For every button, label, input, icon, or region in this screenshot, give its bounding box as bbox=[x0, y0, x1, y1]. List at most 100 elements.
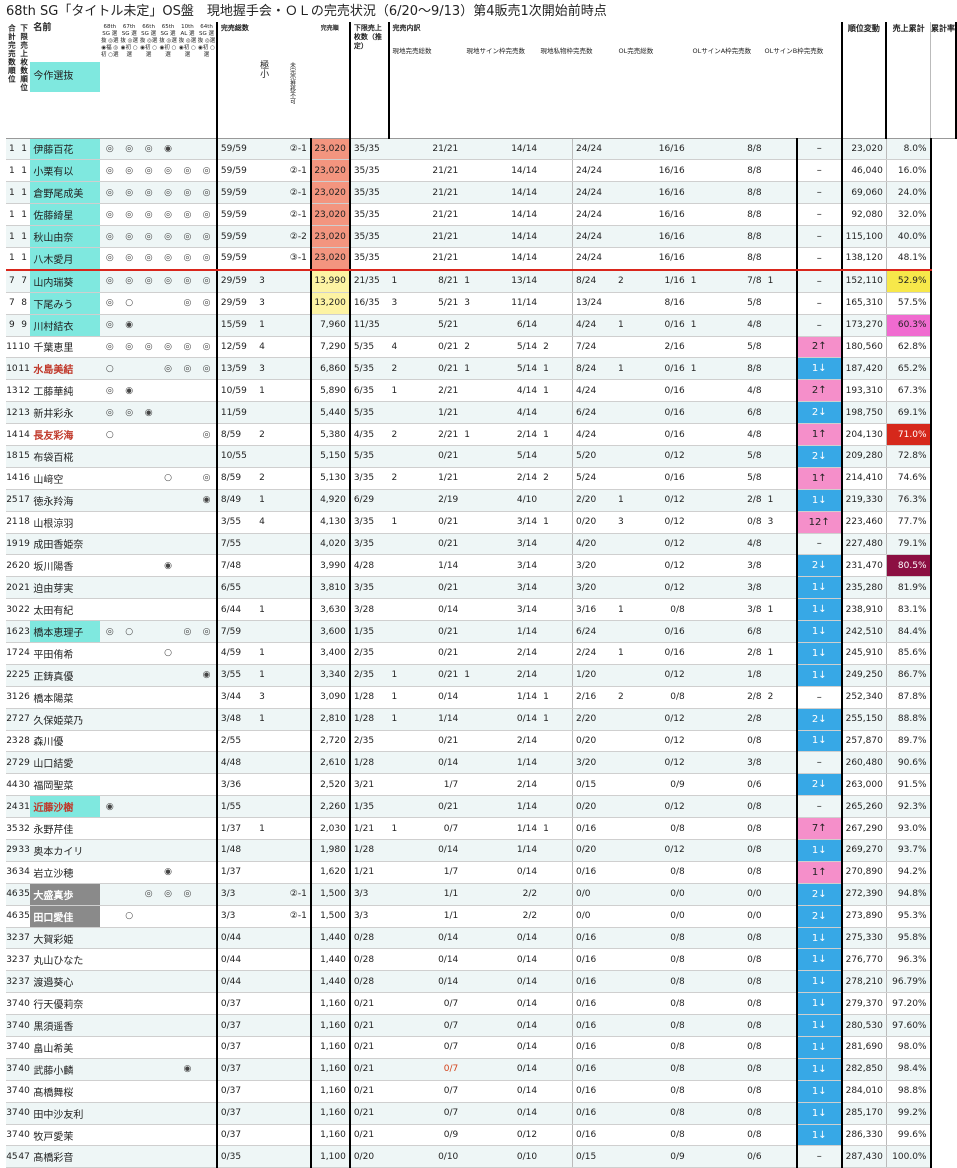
ol-total-kyoku bbox=[614, 138, 648, 161]
member-name: 佐藤綺星 bbox=[30, 203, 101, 227]
local-private-kyoku bbox=[540, 1080, 573, 1103]
rank-limit: 31 bbox=[17, 795, 31, 819]
local-private: 0/14 bbox=[495, 1058, 541, 1081]
mark-sg68: ◎ bbox=[100, 269, 120, 293]
ol-sign-b-kyoku bbox=[764, 708, 797, 731]
rank-change: – bbox=[795, 533, 842, 556]
local-private-kyoku bbox=[540, 576, 573, 600]
mark-al10: ◎ bbox=[177, 159, 198, 183]
ol-sign-a: 0/12 bbox=[647, 489, 688, 512]
mark-sg64 bbox=[197, 1145, 217, 1168]
mark-sg68 bbox=[100, 708, 120, 731]
mark-sg65: ◎ bbox=[158, 336, 178, 359]
rank-total: 32 bbox=[6, 970, 18, 994]
ol-sign-b: 0/0 bbox=[720, 883, 765, 906]
mark-sg68: ◎ bbox=[100, 379, 120, 403]
ol-total: 0/16 bbox=[571, 1080, 615, 1103]
local-private-kyoku bbox=[540, 292, 573, 315]
cum-sales: 280,530 bbox=[840, 1014, 887, 1038]
local-sign-kyoku: 1 bbox=[461, 423, 496, 446]
rank-change: – bbox=[795, 686, 842, 709]
ol-total-kyoku bbox=[614, 401, 648, 425]
rank-total: 37 bbox=[6, 1036, 18, 1059]
ol-sign-b: 4/8 bbox=[720, 379, 765, 403]
ol-total-kyoku bbox=[614, 554, 648, 578]
rank-change: 1↓ bbox=[795, 1036, 842, 1059]
ol-sign-b-kyoku: 3 bbox=[764, 511, 797, 534]
mark-sg66 bbox=[138, 970, 159, 994]
ol-sign-b: 0/8 bbox=[720, 1102, 765, 1125]
rank-change: 2↑ bbox=[795, 336, 842, 359]
cum-rate: 65.2% bbox=[885, 357, 932, 381]
rank-change: 1↓ bbox=[795, 927, 842, 950]
sold-pace bbox=[273, 1102, 311, 1125]
table-row: 37 40 牧戸愛茉 0/37 1,160 0/21 0/9 0/12 0/16 0/8 0/8 1↓… bbox=[6, 1124, 956, 1147]
mark-sg65: ◎ bbox=[158, 225, 178, 248]
rank-total: 7 bbox=[6, 292, 18, 315]
mark-al10 bbox=[177, 817, 198, 840]
sold-total: 0/44 bbox=[215, 948, 257, 972]
rank-change: 1↓ bbox=[795, 642, 842, 665]
local-private-kyoku: 2 bbox=[540, 467, 573, 490]
mark-sg67: ◎ bbox=[119, 225, 139, 248]
rank-limit: 11 bbox=[17, 357, 31, 381]
mark-sg65 bbox=[158, 839, 178, 862]
member-name: 永野芹佳 bbox=[30, 817, 101, 840]
member-name: 平田侑希 bbox=[30, 642, 101, 665]
cum-sales: 92,080 bbox=[840, 203, 887, 227]
ol-sign-a-kyoku bbox=[687, 225, 721, 248]
mark-sg64 bbox=[197, 598, 217, 622]
local-total-kyoku bbox=[388, 314, 421, 337]
kyoku-count bbox=[256, 225, 274, 248]
member-name: 山﨑空 bbox=[30, 467, 101, 490]
local-private-kyoku bbox=[540, 839, 573, 862]
ol-total-kyoku bbox=[614, 1102, 648, 1125]
ol-total: 24/24 bbox=[571, 138, 615, 161]
mark-sg65: ◎ bbox=[158, 203, 178, 227]
local-total: 0/21 bbox=[349, 992, 389, 1016]
rank-change: 1↓ bbox=[795, 357, 842, 381]
local-sign-kyoku bbox=[461, 181, 496, 205]
local-sign-kyoku bbox=[461, 1124, 496, 1147]
kyoku-count: 4 bbox=[256, 511, 274, 534]
local-private: 0/14 bbox=[495, 1036, 541, 1059]
table-row: 14 14 長友彩海 ○ ◎ 8/59 2 5,380 4/35 2 2/21 1 2/14 1 4/24 0… bbox=[6, 423, 956, 446]
local-total: 3/28 bbox=[349, 598, 389, 622]
local-sign-kyoku bbox=[461, 159, 496, 183]
local-private: 2/14 bbox=[495, 730, 541, 753]
local-sign: 2/19 bbox=[420, 489, 462, 512]
rank-total: 1 bbox=[6, 203, 18, 227]
member-name: 森川優 bbox=[30, 730, 101, 753]
header-local-private: 現地私物枠完売数 bbox=[540, 47, 593, 55]
local-total-kyoku bbox=[388, 861, 421, 884]
sold-total: 0/37 bbox=[215, 1058, 257, 1081]
mark-sg64: ◉ bbox=[197, 664, 217, 687]
local-sign: 1/7 bbox=[420, 773, 462, 797]
cum-rate: 72.8% bbox=[885, 445, 932, 468]
ol-sign-b-kyoku bbox=[764, 795, 797, 819]
member-name: 大盛真歩 bbox=[30, 883, 101, 906]
cum-rate: 67.3% bbox=[885, 379, 932, 403]
table-row: 27 27 久保姫菜乃 3/48 1 2,810 1/28 1 1/14 0/14 1 2/20 0/1… bbox=[6, 708, 956, 731]
ol-sign-a: 0/8 bbox=[647, 598, 688, 622]
ol-sign-a: 0/12 bbox=[647, 708, 688, 731]
rank-limit: 19 bbox=[17, 533, 31, 556]
ol-sign-a-kyoku bbox=[687, 467, 721, 490]
table-row: 7 8 下尾みう ◎ ○ ◎ ◎ 29/59 3 13,200 16/35 3 5/21 3 11/14 13… bbox=[6, 292, 956, 315]
member-name: 布袋百椛 bbox=[30, 445, 101, 468]
limit-sales: 1,160 bbox=[309, 1080, 351, 1103]
mark-sg66 bbox=[138, 839, 159, 862]
table-row: 1 1 秋山由奈 ◎ ◎ ◎ ◎ ◎ ◎ 59/59 ②-2 23,020 35/35 21/21 14/1… bbox=[6, 225, 956, 248]
local-sign: 0/21 bbox=[420, 511, 462, 534]
rank-limit: 40 bbox=[17, 1014, 31, 1038]
local-private: 5/14 bbox=[495, 445, 541, 468]
local-sign: 2/21 bbox=[420, 379, 462, 403]
local-total-kyoku: 1 bbox=[388, 664, 421, 687]
sold-total: 7/55 bbox=[215, 533, 257, 556]
member-name: 千葉恵里 bbox=[30, 336, 101, 359]
ol-sign-a: 16/16 bbox=[647, 138, 688, 161]
ol-total: 3/16 bbox=[571, 598, 615, 622]
local-private: 2/2 bbox=[495, 905, 541, 928]
sold-pace bbox=[273, 620, 311, 643]
ol-sign-b-kyoku bbox=[764, 533, 797, 556]
